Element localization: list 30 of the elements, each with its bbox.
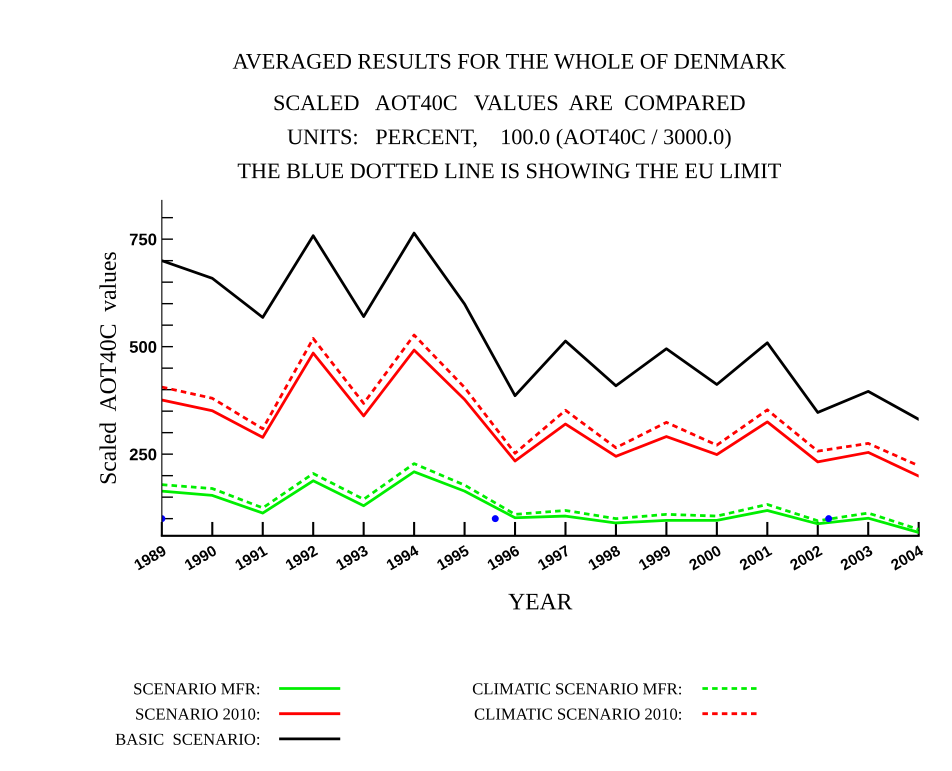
x-tick-label: 1997 xyxy=(537,544,571,570)
x-tick-label: 2001 xyxy=(738,544,773,571)
x-tick-label: 1999 xyxy=(638,544,672,570)
line-series xyxy=(162,462,919,531)
y-axis-title: Scaled AOT40C values xyxy=(99,252,116,484)
y-tick-label: 500 xyxy=(130,341,156,353)
x-tick-label: 1992 xyxy=(284,544,318,570)
legend-label: BASIC SCENARIO: xyxy=(116,734,260,745)
chart-subtitle: SCALED AOT40C VALUES ARE COMPARED UNITS: PERCENT, 100.0 (AOT40C / 3000.0) THE BLUE DOTTED LINE IS SHOWING THE EU LIMIT xyxy=(238,95,781,178)
x-axis-title: YEAR xyxy=(508,594,572,610)
x-tick-label: 1989 xyxy=(133,544,167,570)
x-tick-label: 2002 xyxy=(789,544,823,571)
y-tick-label: 250 xyxy=(130,448,156,460)
x-tick-label: 1990 xyxy=(184,544,218,570)
line-series xyxy=(162,348,919,478)
x-tick-label: 1994 xyxy=(386,544,420,570)
x-tick-label: 1991 xyxy=(234,544,268,570)
x-tick-label: 1998 xyxy=(588,544,622,570)
legend-label: CLIMATIC SCENARIO 2010: xyxy=(474,708,682,720)
x-tick-label: 1995 xyxy=(436,544,470,570)
legend-label: SCENARIO 2010: xyxy=(136,708,260,720)
legend-label: CLIMATIC SCENARIO MFR: xyxy=(472,683,682,695)
x-tick-label: 2000 xyxy=(688,544,722,571)
chart-title: AVERAGED RESULTS FOR THE WHOLE OF DENMARK xyxy=(232,54,786,69)
legend-label: SCENARIO MFR: xyxy=(134,683,260,695)
y-tick-label: 750 xyxy=(130,234,156,246)
x-tick-label: 1993 xyxy=(335,544,369,570)
x-tick-label: 2004 xyxy=(890,544,924,571)
x-tick-label: 2003 xyxy=(839,544,874,571)
x-tick-label: 1996 xyxy=(486,544,520,570)
